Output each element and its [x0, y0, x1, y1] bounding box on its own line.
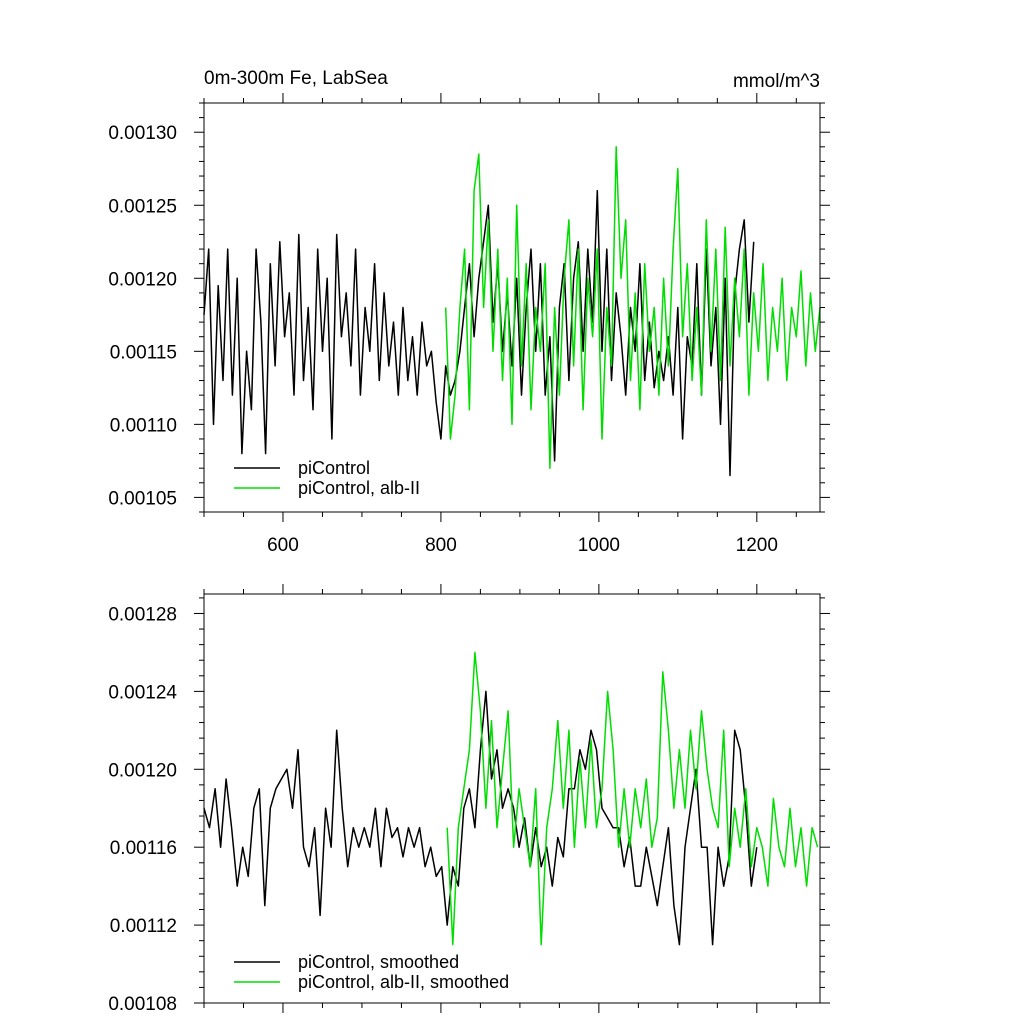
y-tick-label: 0.00125: [108, 196, 177, 217]
top-panel-series: [203, 146, 821, 477]
y-tick-label: 0.00115: [110, 342, 177, 363]
legend-label-alb-ii: piControl, alb-II: [298, 478, 420, 498]
series-line-picontrol-smoothed: [203, 690, 758, 946]
bottom-panel-ticks: 0.00108 0.00112 0.00116 0.00120 0.00124 0.001…: [108, 584, 830, 1015]
top-panel-title-left: 0m-300m Fe, LabSea: [204, 68, 388, 89]
y-tick-label: 0.00130: [108, 123, 177, 144]
y-tick-label: 0.00112: [110, 916, 177, 937]
y-tick-label: 0.00120: [108, 269, 177, 290]
y-tick-label: 0.00110: [110, 415, 177, 436]
x-tick-label: 600: [267, 535, 299, 556]
top-panel-frame: [203, 102, 821, 513]
series-line-picontrol: [203, 189, 755, 477]
bottom-panel-legend: piControl, smoothed piControl, alb-II, s…: [234, 952, 509, 992]
series-line-picontrol-alb-ii: [444, 146, 821, 469]
x-tick-label: 1000: [578, 535, 620, 556]
top-panel-legend: piControl piControl, alb-II: [234, 458, 420, 498]
y-tick-label: 0.00128: [108, 604, 177, 625]
y-tick-label: 0.00108: [108, 994, 177, 1015]
bottom-panel-frame: [203, 593, 821, 1004]
y-tick-label: 0.00120: [108, 760, 177, 781]
top-panel-title-right: mmol/m^3: [733, 71, 820, 92]
y-tick-label: 0.00124: [108, 682, 177, 703]
legend-label-picontrol-smoothed: piControl, smoothed: [298, 952, 459, 972]
y-tick-label: 0.00105: [108, 488, 177, 509]
series-line-picontrol-alb-ii-smoothed: [446, 651, 819, 946]
top-panel: 0m-300m Fe, LabSea mmol/m^3 600 800 1000 12…: [108, 68, 830, 556]
legend-label-alb-ii-smoothed: piControl, alb-II, smoothed: [298, 972, 509, 992]
y-tick-label: 0.00116: [110, 838, 177, 859]
x-tick-label: 1200: [736, 535, 778, 556]
x-tick-label: 800: [425, 535, 457, 556]
legend-label-picontrol: piControl: [298, 458, 370, 478]
bottom-panel: 0.00108 0.00112 0.00116 0.00120 0.00124 0.001…: [108, 584, 830, 1015]
top-panel-ticks: 600 800 1000 1200 0.00105 0.00110 0.00115 0.001…: [108, 93, 830, 556]
bottom-panel-series: [203, 651, 819, 946]
